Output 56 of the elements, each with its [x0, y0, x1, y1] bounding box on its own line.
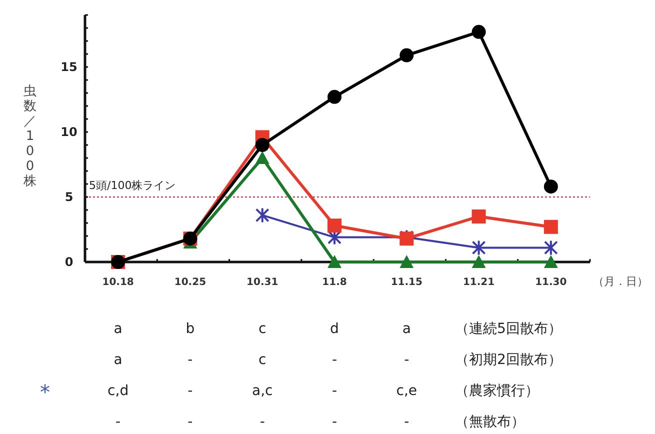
- text: a: [114, 321, 122, 337]
- text: d: [330, 321, 339, 337]
- point: [544, 255, 558, 268]
- point: [255, 138, 270, 152]
- text: -: [332, 383, 338, 399]
- text: -: [116, 414, 121, 430]
- text: b: [186, 321, 195, 337]
- point: [472, 210, 486, 224]
- text: -: [404, 414, 410, 430]
- point: [544, 180, 558, 194]
- text: a: [114, 352, 122, 368]
- y-tick-label: 0: [64, 255, 74, 269]
- text: *: [40, 380, 50, 404]
- text: （連続5回散布）: [455, 321, 562, 337]
- text: （無散布）: [455, 414, 525, 430]
- point: [328, 255, 342, 268]
- x-axis-title: （月．日）: [593, 275, 648, 288]
- point: [472, 240, 486, 256]
- text: -: [260, 414, 265, 430]
- text: -: [332, 352, 338, 368]
- text: c: [258, 321, 266, 337]
- point: [472, 24, 486, 39]
- y-tick-label: 15: [60, 60, 78, 74]
- text: （初期2回散布）: [455, 352, 562, 368]
- point: [472, 255, 486, 268]
- point: [544, 220, 558, 234]
- x-tick-label: 11.8: [322, 277, 347, 288]
- point: [255, 151, 270, 164]
- text: -: [188, 352, 193, 368]
- y-axis-title: 虫数／100株: [22, 84, 36, 189]
- text: -: [188, 383, 193, 399]
- point: [328, 218, 342, 233]
- point: [328, 90, 342, 104]
- x-tick-label: 10.31: [246, 277, 278, 288]
- point: [400, 48, 414, 62]
- point: [544, 240, 558, 256]
- x-tick-label: 10.25: [174, 277, 206, 288]
- x-tick-label: 10.18: [102, 277, 134, 288]
- text: a: [402, 321, 411, 337]
- text: c,e: [396, 383, 418, 399]
- x-tick-label: 11.30: [535, 277, 567, 288]
- text: -: [404, 352, 410, 368]
- point: [255, 207, 270, 224]
- y-tick-label: 10: [60, 125, 78, 139]
- text: -: [188, 414, 193, 430]
- y-tick-label: 5: [64, 190, 74, 204]
- text: c: [258, 352, 266, 368]
- text: c,d: [108, 383, 129, 399]
- text: （農家慣行）: [455, 383, 539, 399]
- text: a,c: [252, 383, 273, 399]
- x-tick-label: 11.21: [462, 277, 495, 288]
- text: -: [332, 414, 338, 430]
- point: [400, 255, 414, 268]
- ref-line-label: 5頭/100株ライン: [89, 179, 176, 192]
- point: [400, 232, 414, 246]
- x-tick-label: 11.15: [390, 277, 422, 288]
